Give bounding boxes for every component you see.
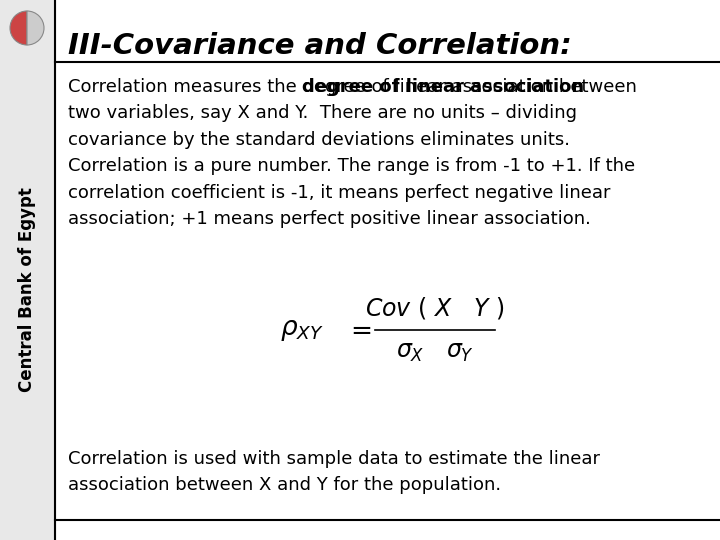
Wedge shape	[10, 11, 27, 45]
Bar	[0, 0, 55, 540]
Text: Correlation is used with sample data to estimate the linear
association between : Correlation is used with sample data to …	[68, 450, 600, 495]
Wedge shape	[27, 11, 44, 45]
Text: $=$: $=$	[345, 317, 372, 343]
Text: $\rho_{XY}$: $\rho_{XY}$	[280, 317, 324, 343]
Text: $\sigma_X\quad \sigma_Y$: $\sigma_X\quad \sigma_Y$	[396, 340, 474, 364]
Text: III-Covariance and Correlation:: III-Covariance and Correlation:	[68, 32, 572, 60]
Text: Correlation measures the: Correlation measures the	[68, 78, 302, 96]
Text: $\mathit{Cov}\ (\ X\quad Y\ )$: $\mathit{Cov}\ (\ X\quad Y\ )$	[365, 295, 505, 321]
Text: Correlation measures the degree of linear association between
two variables, say: Correlation measures the degree of linea…	[68, 78, 637, 228]
Text: degree of linear association: degree of linear association	[302, 78, 585, 96]
Text: Central Bank of Egypt: Central Bank of Egypt	[19, 187, 37, 393]
